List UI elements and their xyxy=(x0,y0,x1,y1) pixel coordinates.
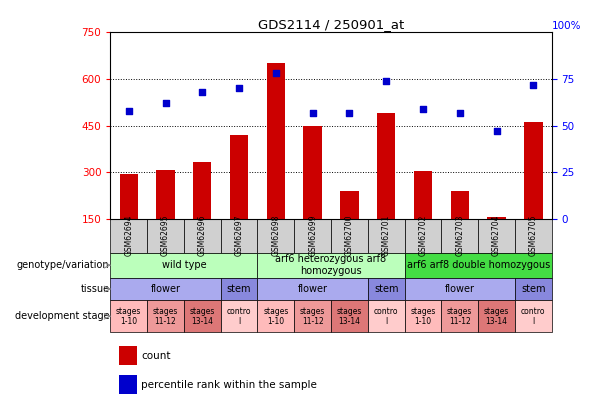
Bar xyxy=(405,253,552,278)
Bar xyxy=(368,219,405,253)
Text: stages
1-10: stages 1-10 xyxy=(263,307,289,326)
Bar xyxy=(120,174,138,219)
Point xyxy=(345,109,354,116)
Text: GSM62702: GSM62702 xyxy=(419,215,427,256)
Point xyxy=(381,78,391,84)
Text: contro
l: contro l xyxy=(521,307,546,326)
Bar xyxy=(331,301,368,332)
Text: GSM62697: GSM62697 xyxy=(235,215,243,256)
Text: flower: flower xyxy=(298,284,327,294)
Text: percentile rank within the sample: percentile rank within the sample xyxy=(141,380,317,390)
Text: contro
l: contro l xyxy=(227,307,251,326)
Point xyxy=(197,89,207,95)
Text: stem: stem xyxy=(521,284,546,294)
Bar xyxy=(451,191,469,219)
Bar xyxy=(405,301,441,332)
Point xyxy=(161,100,170,107)
Bar xyxy=(193,162,211,219)
Bar xyxy=(221,278,257,301)
Text: contro
l: contro l xyxy=(374,307,398,326)
Text: stages
1-10: stages 1-10 xyxy=(410,307,436,326)
Point xyxy=(492,128,501,134)
Text: GSM62701: GSM62701 xyxy=(382,215,390,256)
Text: stages
13-14: stages 13-14 xyxy=(189,307,215,326)
Bar xyxy=(368,278,405,301)
Bar xyxy=(368,301,405,332)
Bar xyxy=(267,64,285,219)
Bar xyxy=(221,219,257,253)
Text: GSM62699: GSM62699 xyxy=(308,215,317,256)
Bar xyxy=(377,113,395,219)
Title: GDS2114 / 250901_at: GDS2114 / 250901_at xyxy=(258,18,404,31)
Bar xyxy=(405,278,515,301)
Point xyxy=(124,107,134,114)
Text: wild type: wild type xyxy=(162,260,206,270)
Bar xyxy=(441,301,478,332)
Text: GSM62695: GSM62695 xyxy=(161,215,170,256)
Text: stages
1-10: stages 1-10 xyxy=(116,307,142,326)
Bar xyxy=(257,253,405,278)
Text: arf6 arf8 double homozygous: arf6 arf8 double homozygous xyxy=(406,260,550,270)
Bar xyxy=(156,170,175,219)
Point xyxy=(234,85,244,92)
Text: GSM62703: GSM62703 xyxy=(455,215,464,256)
Text: GSM62696: GSM62696 xyxy=(198,215,207,256)
Bar xyxy=(110,301,147,332)
Bar xyxy=(478,219,515,253)
Point xyxy=(418,106,428,112)
Bar xyxy=(303,126,322,219)
Bar xyxy=(414,171,432,219)
Text: tissue: tissue xyxy=(80,284,110,294)
Text: genotype/variation: genotype/variation xyxy=(17,260,110,270)
Text: development stage: development stage xyxy=(15,311,110,321)
Bar xyxy=(294,301,331,332)
Text: GSM62704: GSM62704 xyxy=(492,215,501,256)
Bar xyxy=(230,135,248,219)
Bar xyxy=(515,301,552,332)
Text: stages
13-14: stages 13-14 xyxy=(484,307,509,326)
Bar xyxy=(147,219,184,253)
Text: stem: stem xyxy=(374,284,398,294)
Bar xyxy=(110,253,257,278)
Text: stages
11-12: stages 11-12 xyxy=(300,307,326,326)
Bar xyxy=(110,278,221,301)
Bar xyxy=(119,346,137,365)
Point xyxy=(271,70,281,77)
Text: count: count xyxy=(141,351,171,360)
Bar xyxy=(184,301,221,332)
Text: arf6 heterozygous arf8
homozygous: arf6 heterozygous arf8 homozygous xyxy=(275,254,387,276)
Bar xyxy=(487,217,506,219)
Text: stages
13-14: stages 13-14 xyxy=(337,307,362,326)
Bar xyxy=(405,219,441,253)
Text: GSM62694: GSM62694 xyxy=(124,215,133,256)
Bar xyxy=(110,219,147,253)
Bar xyxy=(294,219,331,253)
Text: GSM62705: GSM62705 xyxy=(529,215,538,256)
Text: GSM62698: GSM62698 xyxy=(272,215,280,256)
Bar xyxy=(524,122,543,219)
Text: flower: flower xyxy=(151,284,180,294)
Bar xyxy=(515,219,552,253)
Bar xyxy=(257,219,294,253)
Bar xyxy=(184,219,221,253)
Bar xyxy=(441,219,478,253)
Bar xyxy=(340,191,359,219)
Bar xyxy=(478,301,515,332)
Bar xyxy=(119,375,137,394)
Point xyxy=(455,109,465,116)
Bar xyxy=(257,278,368,301)
Bar xyxy=(515,278,552,301)
Bar xyxy=(257,301,294,332)
Text: stages
11-12: stages 11-12 xyxy=(153,307,178,326)
Bar xyxy=(147,301,184,332)
Text: flower: flower xyxy=(445,284,474,294)
Bar xyxy=(331,219,368,253)
Text: stem: stem xyxy=(227,284,251,294)
Text: 100%: 100% xyxy=(552,21,581,30)
Bar xyxy=(221,301,257,332)
Point xyxy=(528,81,538,88)
Text: stages
11-12: stages 11-12 xyxy=(447,307,473,326)
Text: GSM62700: GSM62700 xyxy=(345,215,354,256)
Point xyxy=(308,109,318,116)
